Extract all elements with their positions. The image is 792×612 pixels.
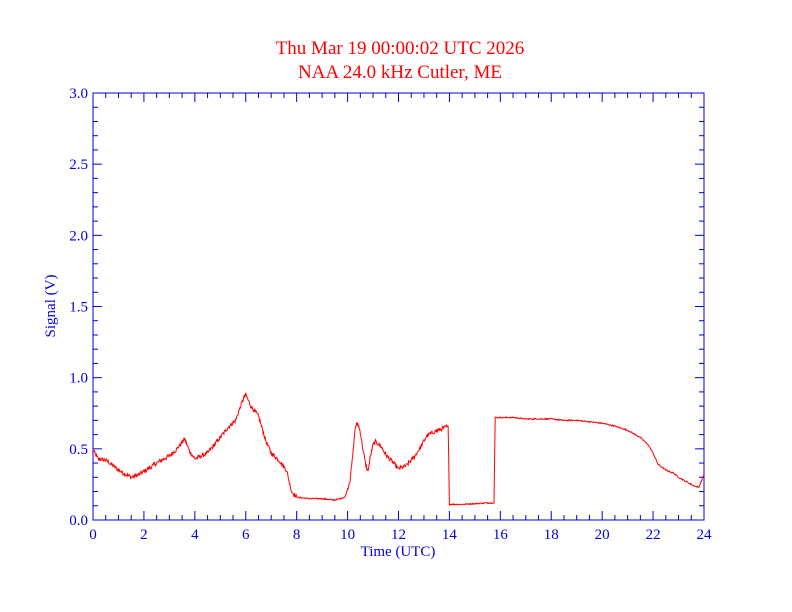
x-tick-label: 24 bbox=[697, 527, 713, 543]
y-tick-label: 1.5 bbox=[69, 300, 88, 316]
x-tick-label: 0 bbox=[89, 527, 97, 543]
x-tick-label: 6 bbox=[242, 527, 250, 543]
chart-title: Thu Mar 19 00:00:02 UTC 2026 bbox=[276, 38, 525, 59]
y-tick-label: 0.0 bbox=[69, 513, 88, 529]
y-tick-label: 2.5 bbox=[69, 157, 88, 173]
y-tick-label: 2.0 bbox=[69, 228, 88, 244]
x-tick-label: 18 bbox=[544, 527, 559, 543]
x-tick-label: 8 bbox=[293, 527, 301, 543]
y-axis-tick-labels: 0.0 0.5 1.0 1.5 2.0 2.5 3.0 bbox=[69, 86, 88, 529]
x-axis-tick-labels: 0 2 4 6 8 10 12 14 16 18 20 22 24 bbox=[89, 527, 712, 543]
x-tick-label: 12 bbox=[391, 527, 406, 543]
x-tick-label: 2 bbox=[140, 527, 148, 543]
x-tick-label: 10 bbox=[340, 527, 355, 543]
y-tick-label: 1.0 bbox=[69, 371, 88, 387]
y-tick-label: 0.5 bbox=[69, 442, 88, 458]
x-axis-ticks bbox=[92, 93, 705, 520]
series-group bbox=[92, 392, 705, 507]
plot-frame bbox=[92, 92, 705, 521]
x-tick-label: 16 bbox=[493, 527, 509, 543]
chart-subtitle: NAA 24.0 kHz Cutler, ME bbox=[298, 62, 502, 83]
signal-series-line bbox=[92, 392, 705, 507]
x-tick-label: 20 bbox=[595, 527, 610, 543]
y-tick-label: 3.0 bbox=[69, 86, 88, 102]
y-axis-ticks bbox=[93, 92, 704, 521]
x-axis-label: Time (UTC) bbox=[361, 544, 436, 560]
x-tick-label: 22 bbox=[646, 527, 661, 543]
y-axis-label: Signal (V) bbox=[43, 275, 59, 338]
x-tick-label: 4 bbox=[191, 527, 199, 543]
x-tick-label: 14 bbox=[442, 527, 458, 543]
